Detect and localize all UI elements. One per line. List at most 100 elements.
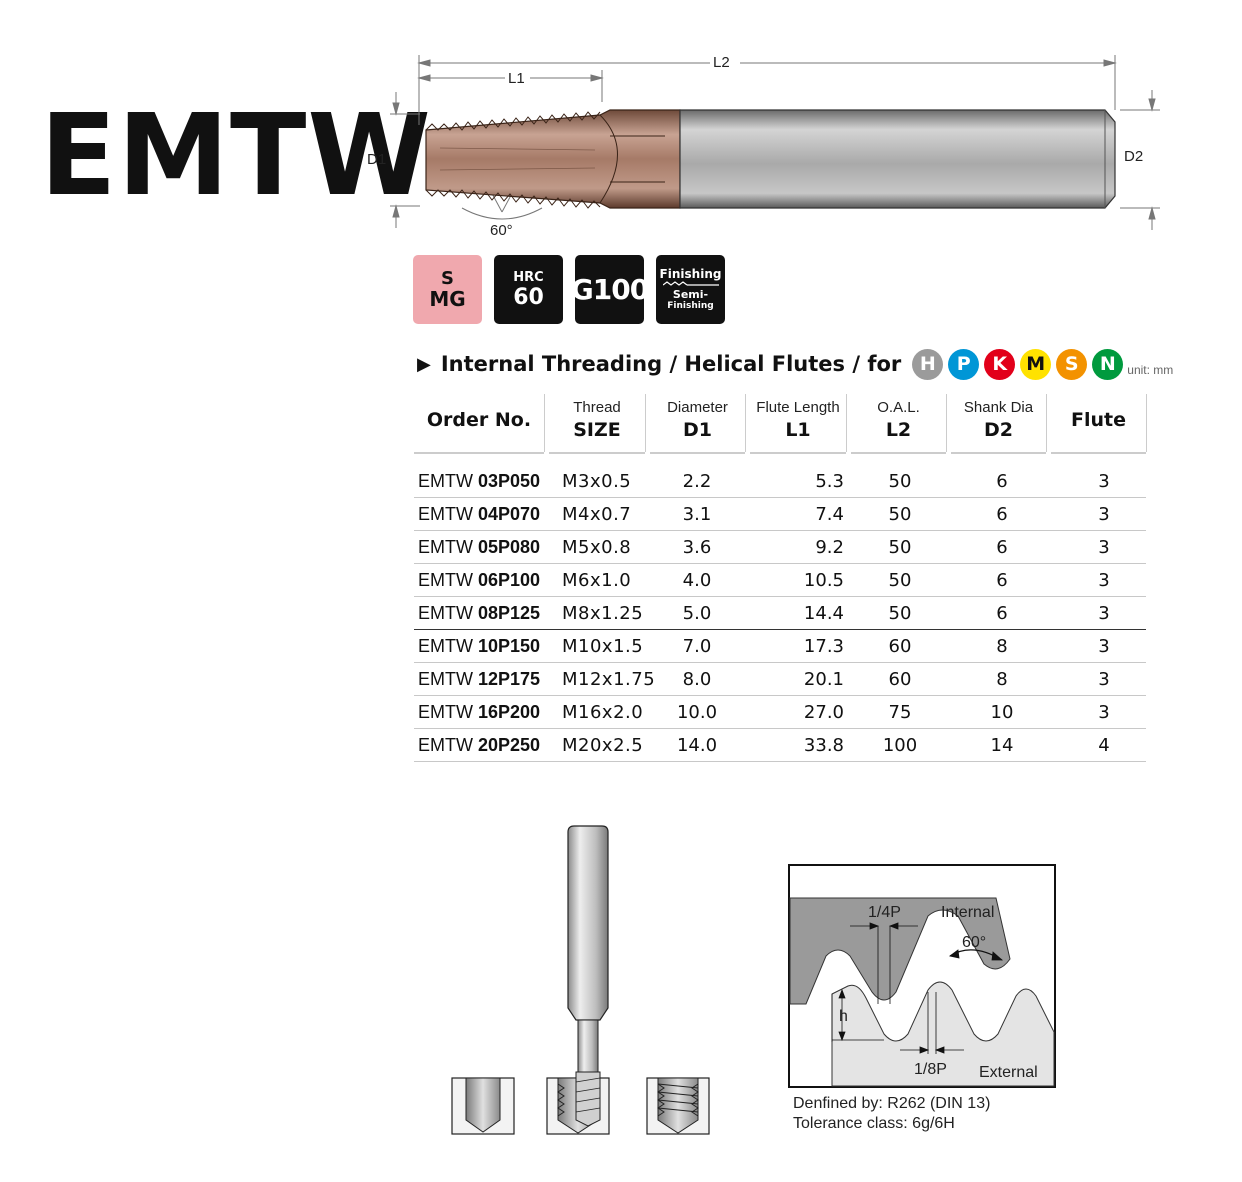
- table-row: EMTW 04P070 M4x0.7 3.1 7.4 50 6 3: [414, 498, 1146, 531]
- table-row: EMTW 12P175 M12x1.75 8.0 20.1 60 8 3: [414, 663, 1146, 696]
- table-row: EMTW 03P050 M3x0.5 2.2 5.3 50 6 3: [414, 465, 1146, 498]
- header-main: D1: [683, 419, 712, 441]
- coating-g100-badge: G100: [571, 255, 649, 324]
- order-no: EMTW 12P175: [418, 669, 541, 689]
- header-divider: [946, 394, 947, 452]
- diagram-angle-label: 60°: [962, 934, 987, 951]
- order-no: EMTW 06P100: [418, 570, 541, 590]
- l2-label: L2: [713, 54, 730, 71]
- material-m-icon: M: [1020, 348, 1052, 380]
- material-n-icon: N: [1092, 348, 1124, 380]
- header-shank-dia: Shank Dia D2: [951, 388, 1046, 454]
- section-header: ▶ Internal Threading / Helical Flutes / …: [417, 346, 1173, 382]
- triangle-right-icon: ▶: [417, 353, 431, 375]
- shank-dia-d2: 8: [996, 669, 1008, 690]
- flute-count: 3: [1098, 537, 1110, 558]
- diameter-d1: 3.1: [682, 504, 712, 525]
- order-no: EMTW 10P150: [418, 636, 541, 656]
- table-row: EMTW 16P200 M16x2.0 10.0 27.0 75 10 3: [414, 696, 1146, 729]
- header-divider: [745, 394, 746, 452]
- header-flute-length: Flute Length L1: [750, 388, 846, 454]
- order-no: EMTW 16P200: [418, 702, 541, 722]
- flute-count: 3: [1098, 702, 1110, 723]
- d2-label: D2: [1124, 148, 1144, 165]
- header-main: D2: [984, 419, 1013, 441]
- header-divider: [1046, 394, 1047, 452]
- l1-label: L1: [508, 70, 525, 87]
- oal-l2: 50: [888, 471, 912, 492]
- flute-length-l1: 7.4: [815, 504, 844, 525]
- flute-length-l1: 33.8: [803, 735, 844, 756]
- header-divider: [1146, 394, 1147, 452]
- d1-label: D1: [367, 151, 387, 168]
- flute-count: 3: [1098, 471, 1110, 492]
- header-main: Flute: [1071, 409, 1126, 431]
- material-k-icon: K: [984, 348, 1016, 380]
- oal-l2: 60: [888, 636, 912, 657]
- thread-size: M16x2.0: [562, 702, 644, 723]
- oal-l2: 75: [888, 702, 912, 723]
- table-row: EMTW 20P250 M20x2.5 14.0 33.8 100 14 4: [414, 729, 1146, 762]
- diameter-d1: 10.0: [676, 702, 718, 723]
- oal-l2: 50: [888, 537, 912, 558]
- oal-l2: 50: [888, 504, 912, 525]
- shank-dia-d2: 14: [990, 735, 1014, 756]
- thread-height-label: h: [839, 1008, 848, 1025]
- thread-size: M5x0.8: [562, 537, 632, 558]
- header-main: L2: [885, 419, 912, 441]
- thread-size: M8x1.25: [562, 603, 644, 624]
- flute-length-l1: 14.4: [803, 603, 844, 624]
- badge-line1: HRC: [513, 269, 544, 285]
- product-table: EMTW 03P050 M3x0.5 2.2 5.3 50 6 3 EMTW 0…: [414, 465, 1146, 762]
- thread-size: M6x1.0: [562, 570, 632, 591]
- flute-length-l1: 27.0: [803, 702, 844, 723]
- thread-size: M12x1.75: [562, 669, 656, 690]
- oal-l2: 100: [882, 735, 918, 756]
- badge-line1: Finishing: [659, 267, 722, 281]
- shank-dia-d2: 8: [996, 636, 1008, 657]
- shank-dia-d2: 6: [996, 537, 1008, 558]
- order-no: EMTW 03P050: [418, 471, 541, 491]
- header-flute: Flute: [1051, 388, 1146, 454]
- finishing-badge: Finishing Semi- Finishing: [656, 255, 725, 324]
- shank-dia-d2: 6: [996, 603, 1008, 624]
- flute-count: 3: [1098, 669, 1110, 690]
- quarter-pitch-label: 1/4P: [868, 904, 901, 921]
- badge-line1: S: [441, 267, 454, 289]
- tool-drawing: [390, 55, 1160, 230]
- flute-count: 4: [1098, 735, 1110, 756]
- tolerance-class: Tolerance class: 6g/6H: [793, 1115, 955, 1132]
- thread-size: M3x0.5: [562, 471, 632, 492]
- section-title: Internal Threading / Helical Flutes / fo…: [440, 352, 902, 376]
- threading-process-illustration: [451, 825, 710, 1135]
- diameter-d1: 3.6: [682, 537, 712, 558]
- material-s-icon: S: [1056, 348, 1088, 380]
- header-sub: Flute Length: [756, 399, 840, 416]
- standard-defined-by: Denfined by: R262 (DIN 13): [793, 1095, 991, 1112]
- header-sub: Shank Dia: [963, 399, 1034, 416]
- order-no: EMTW 20P250: [418, 735, 541, 755]
- flute-length-l1: 5.3: [815, 471, 844, 492]
- wave-icon: [662, 281, 719, 286]
- hrc-badge: HRC 60: [494, 255, 563, 324]
- diameter-d1: 4.0: [682, 570, 712, 591]
- oal-l2: 50: [888, 603, 912, 624]
- diameter-d1: 2.2: [682, 471, 712, 492]
- header-main: SIZE: [573, 419, 621, 441]
- flute-count: 3: [1098, 570, 1110, 591]
- oal-l2: 60: [888, 669, 912, 690]
- shank-dia-d2: 6: [996, 504, 1008, 525]
- order-no: EMTW 05P080: [418, 537, 541, 557]
- table-row: EMTW 10P150 M10x1.5 7.0 17.3 60 8 3: [414, 630, 1146, 663]
- flute-length-l1: 20.1: [803, 669, 844, 690]
- header-divider: [544, 394, 545, 452]
- header-thread-size: Thread SIZE: [549, 388, 645, 454]
- flute-length-l1: 9.2: [815, 537, 844, 558]
- shank-dia-d2: 6: [996, 570, 1008, 591]
- header-sub: Thread: [573, 399, 621, 416]
- thread-size: M10x1.5: [562, 636, 644, 657]
- header-main: Order No.: [426, 409, 532, 431]
- badge-line2: 60: [513, 284, 544, 310]
- oal-l2: 50: [888, 570, 912, 591]
- badge-line2: MG: [429, 286, 466, 311]
